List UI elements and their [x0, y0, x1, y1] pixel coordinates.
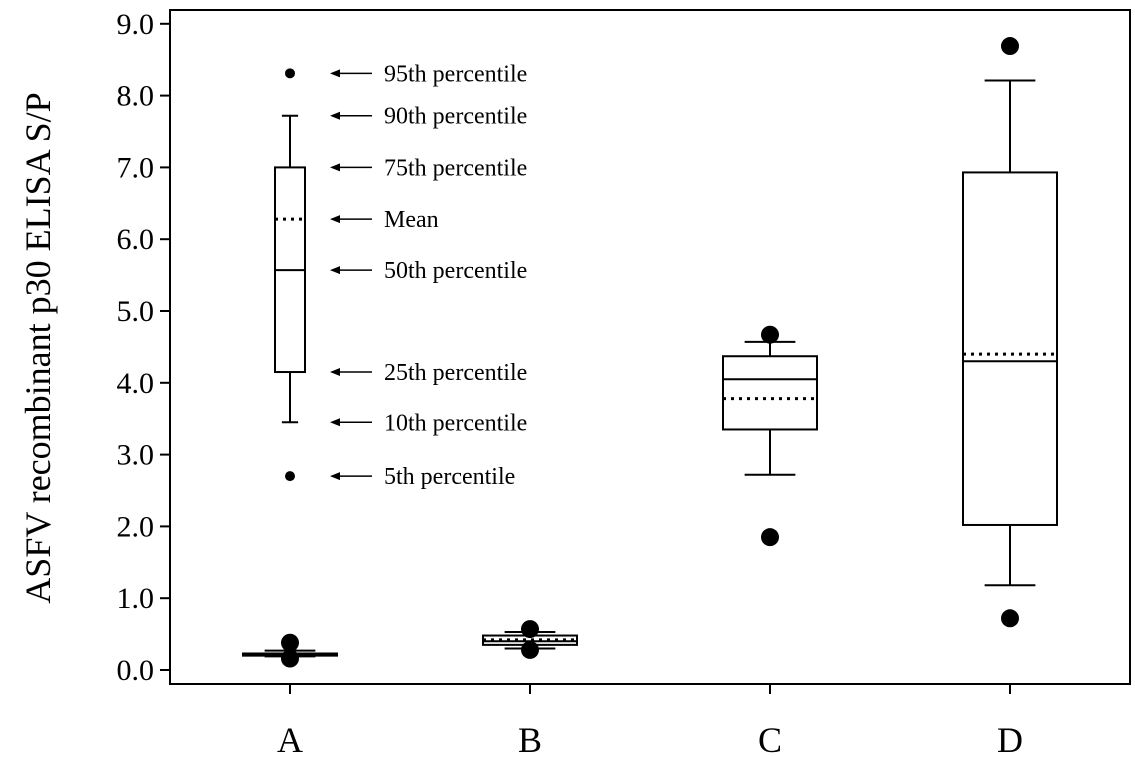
annotation-label-mean: Mean: [384, 207, 439, 233]
arrowhead-p90: [330, 112, 340, 120]
y-tick-label: 5.0: [117, 295, 155, 328]
p5-point: [521, 641, 539, 659]
arrowhead-p75: [330, 163, 340, 171]
p5-point: [761, 528, 779, 546]
y-tick-label: 4.0: [117, 367, 155, 400]
annotation-label-p75: 75th percentile: [384, 155, 527, 181]
y-tick-label: 2.0: [117, 510, 155, 543]
y-tick-label: 7.0: [117, 151, 155, 184]
arrowhead-p5: [330, 472, 340, 480]
p5-point: [281, 650, 299, 668]
annotation-label-p25: 25th percentile: [384, 360, 527, 386]
annotation-label-p5: 5th percentile: [384, 464, 515, 490]
iqr-box: [723, 356, 817, 429]
box-D: [963, 37, 1057, 627]
iqr-box: [963, 172, 1057, 525]
arrowhead-p10: [330, 418, 340, 426]
y-tick-label: 0.0: [117, 654, 155, 687]
box-A: [243, 634, 337, 668]
y-tick-label: 9.0: [117, 8, 155, 41]
annotation-label-p10: 10th percentile: [384, 410, 527, 436]
y-tick-label: 1.0: [117, 582, 155, 615]
p95-point: [285, 68, 295, 78]
labels: ASFV recombinant p30 ELISA S/P: [18, 92, 58, 603]
y-tick-label: 8.0: [117, 80, 155, 113]
box-C: [723, 326, 817, 546]
x-tick-label: C: [758, 720, 782, 757]
x-tick-label: D: [997, 720, 1023, 757]
box-legend-example: 95th percentile 90th percentile 75th perce…: [275, 61, 527, 490]
p95-point: [1001, 37, 1019, 55]
x-tick-label: A: [277, 720, 303, 757]
annotation-label-median: 50th percentile: [384, 258, 527, 284]
p95-point: [281, 634, 299, 652]
y-tick-label: 3.0: [117, 439, 155, 472]
y-tick-label: 6.0: [117, 223, 155, 256]
p5-point: [1001, 609, 1019, 627]
arrowhead-median: [330, 266, 340, 274]
arrowhead-p95: [330, 69, 340, 77]
annotation-label-p90: 90th percentile: [384, 104, 527, 130]
p5-point: [285, 471, 295, 481]
box-B: [483, 620, 577, 659]
y-axis-label: ASFV recombinant p30 ELISA S/P: [18, 92, 58, 603]
annotation-label-p95: 95th percentile: [384, 61, 527, 87]
p95-point: [761, 326, 779, 344]
p95-point: [521, 620, 539, 638]
plot-area: 95th percentile 90th percentile 75th perce…: [243, 37, 1057, 667]
x-tick-label: B: [518, 720, 542, 757]
arrowhead-mean: [330, 215, 340, 223]
arrowhead-p25: [330, 368, 340, 376]
